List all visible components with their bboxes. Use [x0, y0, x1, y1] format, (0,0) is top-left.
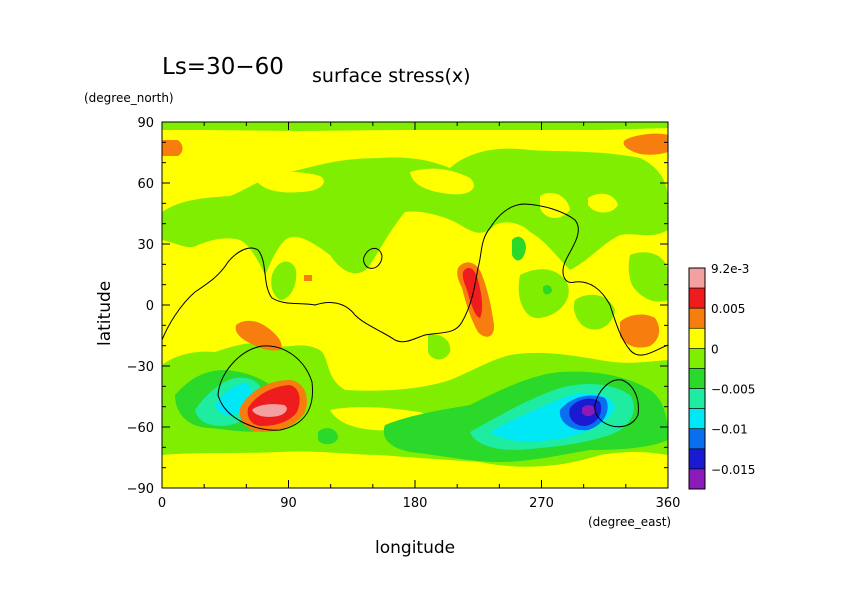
- colorbar-swatch: [688, 428, 706, 450]
- y-tick-label: 60: [137, 177, 154, 192]
- colorbar-label: −0.005: [711, 383, 755, 397]
- equator-green-1: [271, 261, 297, 300]
- north-yellow-island-4: [540, 192, 570, 219]
- x-unit-label: (degree_east): [588, 515, 671, 529]
- topography-contour-loop-west: [217, 345, 314, 431]
- colorbar-swatch: [688, 307, 706, 329]
- colorbar-label: 0: [711, 342, 719, 356]
- orange-ne-corner: [623, 133, 668, 155]
- y-unit-label: (degree_north): [84, 91, 174, 105]
- small-orange-dot: [304, 275, 312, 281]
- y-tick-label: 0: [146, 299, 154, 314]
- colorbar-swatch: [688, 368, 706, 389]
- colorbar-swatch: [688, 468, 706, 490]
- south-polar-yellow: [162, 451, 668, 488]
- y-tick-label: −90: [127, 482, 154, 497]
- y-tick-label: 30: [137, 238, 154, 253]
- equator-green-5: [628, 252, 668, 302]
- equator-green-4: [428, 334, 451, 360]
- x-axis-title: longitude: [375, 538, 455, 558]
- y-tick-label: 90: [137, 116, 154, 131]
- orange-east: [620, 314, 660, 348]
- x-tick-label: 90: [280, 496, 297, 511]
- topography-contour-main: [162, 203, 668, 356]
- x-tick-label: 0: [158, 496, 166, 511]
- small-green-1: [512, 236, 526, 261]
- x-tick-label: 360: [656, 496, 681, 511]
- colorbar-swatch: [688, 448, 706, 470]
- colorbar-swatch: [688, 408, 706, 430]
- colorbar-swatch: [688, 388, 706, 409]
- colorbar-frame: [688, 267, 706, 490]
- north-yellow-island-1: [255, 171, 324, 193]
- small-green-2: [543, 285, 552, 295]
- colorbar-label: 9.2e-3: [711, 262, 749, 276]
- colorbar-swatch: [688, 287, 706, 309]
- orange-equator-west: [235, 320, 282, 351]
- y-tick-label: −60: [127, 421, 154, 436]
- x-tick-label: 180: [403, 496, 428, 511]
- chart-title: Ls=30−60: [162, 54, 284, 80]
- equator-green-2: [518, 269, 569, 319]
- purple-core-east: [582, 405, 595, 417]
- axes: 0 90 180 270 360 90 60 30 0 −30 −60 −90: [127, 116, 681, 511]
- chart-subtitle: surface stress(x): [312, 65, 471, 87]
- topography-contour-loop-east: [594, 379, 639, 428]
- colorbar-swatch: [688, 348, 706, 369]
- colorbar-label: 0.005: [711, 302, 745, 316]
- pink-west: [252, 404, 287, 417]
- red-mid: [462, 267, 483, 318]
- equator-green-3: [573, 294, 615, 330]
- colorbar-swatch: [688, 267, 706, 289]
- y-axis-title: latitude: [95, 281, 115, 346]
- north-yellow-island-3: [588, 193, 618, 213]
- colorbar-label: −0.015: [711, 463, 755, 477]
- x-tick-label: 270: [529, 496, 554, 511]
- orange-nw-corner: [162, 140, 183, 156]
- y-tick-label: −30: [127, 360, 154, 375]
- colorbar-swatch: [688, 327, 706, 349]
- colorbar-label: −0.01: [711, 423, 748, 437]
- colorbar: 9.2e-3 0.005 0 −0.005 −0.01 −0.015: [688, 262, 755, 490]
- contour-field: [162, 122, 668, 488]
- north-yellow-island-2: [410, 168, 474, 195]
- south-dark-green-small: [318, 428, 338, 445]
- topography-contour-small: [363, 247, 383, 269]
